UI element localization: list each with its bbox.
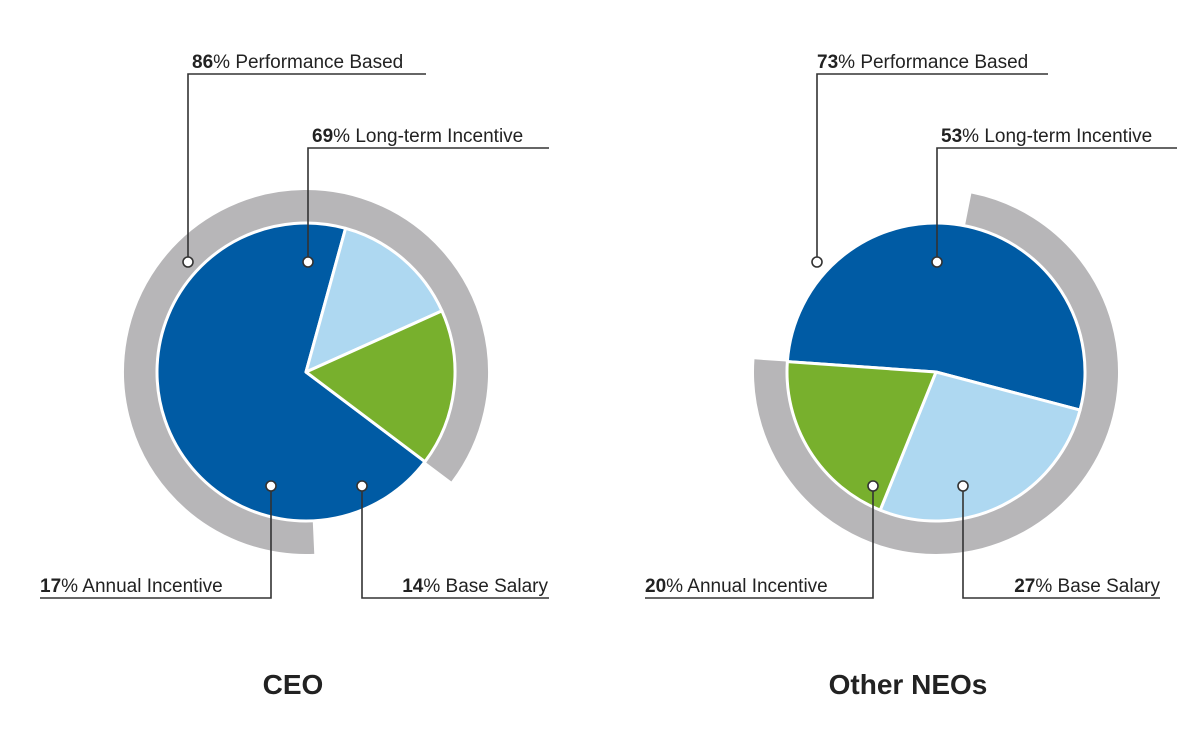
ceo-annual-incentive-dot (265, 480, 277, 492)
ceo-labels: 86% Performance Based 69% Long-term Ince… (40, 52, 548, 700)
ceo-long-term-incentive-label: 69% Long-term Incentive (312, 126, 523, 147)
other-neos-leader-lines (645, 73, 1177, 599)
ceo-long-term-incentive-slice (155, 221, 427, 523)
other-neos-performance-based-leader-line (816, 73, 1048, 262)
other-neos-performance-based-dot (811, 256, 823, 268)
other-neos-annual-incentive-dot (867, 480, 879, 492)
other-neos-long-term-incentive-label: 53% Long-term Incentive (941, 126, 1152, 147)
ceo-performance-based-dot (182, 256, 194, 268)
other-neos-annual-incentive-leader-line (645, 486, 874, 599)
other-neos-performance-based-label: 73% Performance Based (817, 52, 1028, 73)
ceo-base-salary-label: 14% Base Salary (402, 576, 548, 597)
other-neos-pay-mix-chart: 73% Performance Based 53% Long-term Ince… (645, 52, 1177, 700)
ceo-annual-incentive-label: 17% Annual Incentive (40, 576, 223, 597)
ceo-performance-based-ring (124, 190, 488, 554)
ceo-pie-geometry (124, 190, 488, 554)
ceo-long-term-incentive-leader-line (307, 147, 549, 262)
other-neos-chart-title: Other NEOs (829, 669, 988, 700)
other-neos-annual-incentive-label: 20% Annual Incentive (645, 576, 828, 597)
other-neos-base-salary-leader-line (962, 486, 1160, 599)
ceo-performance-based-label: 86% Performance Based (192, 52, 403, 73)
other-neos-labels: 73% Performance Based 53% Long-term Ince… (645, 52, 1160, 700)
ceo-leader-lines (40, 73, 549, 599)
other-neos-performance-based-ring (754, 193, 1118, 554)
other-neos-base-salary-dot (957, 480, 969, 492)
other-neos-base-salary-slice (878, 370, 1082, 523)
other-neos-long-term-incentive-dot (931, 256, 943, 268)
ceo-annual-incentive-leader-line (40, 486, 272, 599)
other-neos-base-salary-label: 27% Base Salary (1014, 576, 1160, 597)
ceo-long-term-incentive-dot (302, 256, 314, 268)
ceo-chart-title: CEO (263, 669, 324, 700)
other-neos-annual-incentive-slice (785, 360, 938, 512)
ceo-base-salary-slice (304, 226, 444, 374)
other-neos-pie-geometry (754, 193, 1118, 554)
other-neos-long-term-incentive-leader-line (936, 147, 1177, 262)
ceo-annual-incentive-slice (304, 309, 457, 464)
other-neos-long-term-incentive-slice (785, 221, 1087, 412)
ceo-base-salary-leader-line (361, 486, 549, 599)
ceo-pay-mix-chart: 86% Performance Based 69% Long-term Ince… (40, 52, 549, 700)
ceo-base-salary-dot (356, 480, 368, 492)
ceo-performance-based-leader-line (187, 73, 426, 262)
